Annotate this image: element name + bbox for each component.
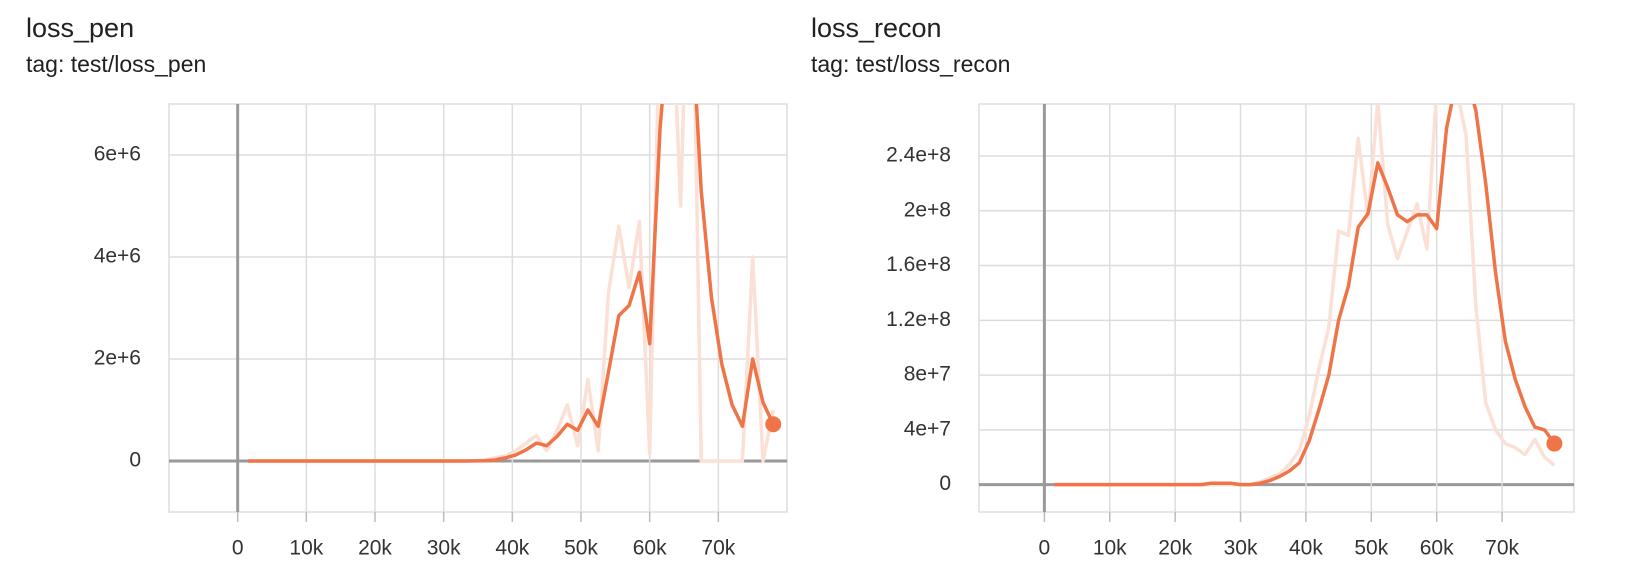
chart-subtitle: tag: test/loss_recon [811, 51, 1010, 77]
y-tick-label: 8e+7 [904, 363, 951, 386]
plot-frame [978, 103, 1575, 513]
x-tick-label: 70k [701, 537, 735, 560]
x-tick-label: 50k [1354, 537, 1388, 560]
chart-panel: loss_pen tag: test/loss_pen 0 2e+6 4e+6 6e+6 0… [26, 13, 788, 560]
y-tick-label: 0 [939, 472, 951, 495]
y-tick-label: 2.4e+8 [886, 144, 951, 167]
y-tick-label: 2e+8 [904, 198, 951, 221]
x-tick-label: 50k [564, 537, 598, 560]
x-tick-label: 20k [1158, 537, 1192, 560]
y-tick-label: 4e+6 [94, 245, 141, 268]
x-tick-label: 40k [495, 537, 529, 560]
x-tick-label: 10k [1093, 537, 1127, 560]
y-tick-label: 2e+6 [94, 347, 141, 370]
line-series [1054, 104, 1556, 487]
x-tick-label: 70k [1485, 537, 1519, 560]
y-tick-label: 0 [129, 449, 141, 472]
last-point-marker [765, 416, 782, 433]
x-tick-label: 40k [1289, 537, 1323, 560]
chart-title: loss_pen [26, 13, 134, 43]
x-tick-label: 0 [1039, 537, 1051, 560]
plot-area [1054, 104, 1563, 487]
last-point-marker [1546, 435, 1563, 452]
x-tick-label: 0 [232, 537, 244, 560]
x-tick-label: 20k [358, 537, 392, 560]
x-tick-label: 30k [1224, 537, 1258, 560]
y-tick-label: 4e+7 [904, 417, 951, 440]
chart-panel: loss_recon tag: test/loss_recon 0 4e+7 8e+7 1… [811, 13, 1575, 560]
x-tick-label: 60k [633, 537, 667, 560]
x-tick-label: 30k [427, 537, 461, 560]
y-tick-label: 1.6e+8 [886, 253, 951, 276]
x-tick-label: 10k [289, 537, 323, 560]
chart-subtitle: tag: test/loss_pen [26, 51, 206, 77]
plot-frame [168, 103, 788, 513]
y-tick-label: 1.2e+8 [886, 308, 951, 331]
x-tick-label: 60k [1420, 537, 1454, 560]
y-tick-label: 6e+6 [94, 143, 141, 166]
line-series [1054, 104, 1556, 487]
chart-title: loss_recon [811, 13, 942, 43]
line-series [248, 104, 776, 463]
line-series [248, 104, 775, 463]
plot-area [248, 104, 782, 463]
